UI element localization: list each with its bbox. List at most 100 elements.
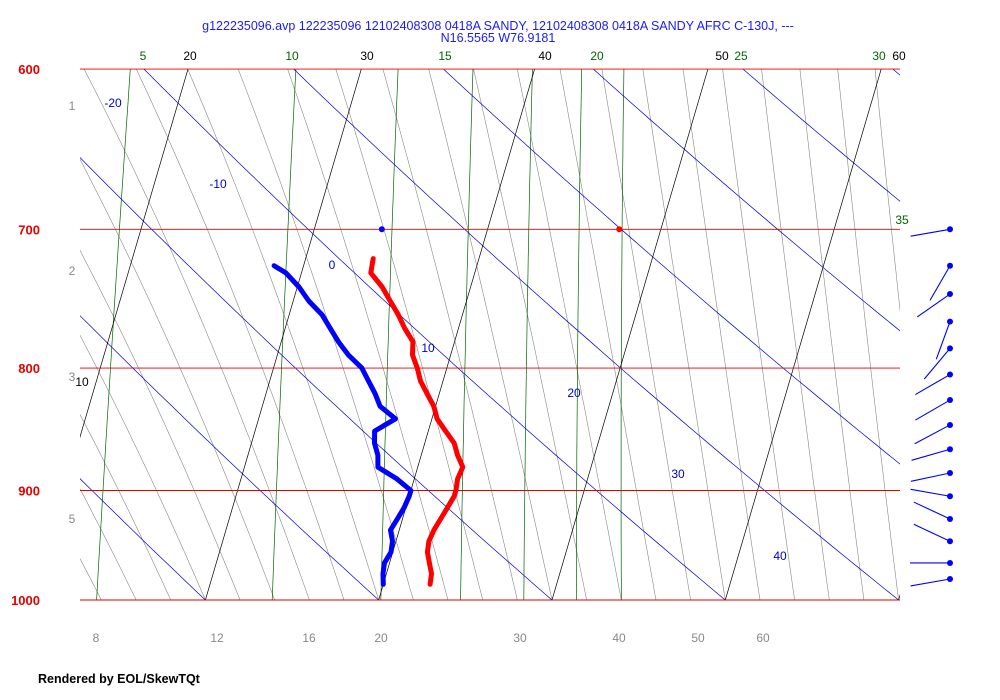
moist-adiabat-line	[80, 334, 206, 600]
pressure-tick-label: 1000	[11, 593, 40, 608]
mixing-ratio-label: 10	[285, 49, 299, 63]
wind-barb-dot	[947, 493, 953, 500]
wind-barb-staff	[913, 523, 951, 542]
mixing-ratio-label: 30	[872, 49, 886, 63]
wind-barb-dot	[947, 576, 953, 583]
moist-adiabat-line	[0, 69, 67, 600]
wind-barb-staff	[910, 228, 951, 237]
wind-barb-dot	[947, 421, 953, 428]
moist-adiabat-line	[516, 69, 622, 600]
chart-title-line1: g122235096.avp 122235096 12102408308 041…	[202, 19, 794, 33]
pressure-tick-label: 900	[18, 483, 40, 498]
dry-adiabat-line	[80, 478, 206, 600]
moist-adiabat-line	[799, 69, 865, 600]
isotherm-label: 40	[538, 49, 552, 63]
moist-adiabat-line	[0, 69, 32, 600]
moist-adiabat-line	[80, 413, 171, 600]
wind-barb-dot	[947, 515, 953, 522]
dry-adiabat-line	[742, 69, 900, 202]
wind-barb-staff	[915, 374, 951, 396]
isotherm-line	[80, 69, 189, 439]
wind-barb-staff	[916, 293, 951, 318]
dry-adiabat-label: -20	[104, 96, 122, 110]
moist-adiabat-label: 40	[612, 631, 626, 645]
pressure-tick-label: 700	[18, 222, 40, 237]
wind-barb-dot	[947, 318, 953, 325]
moist-adiabat-label: 16	[302, 631, 316, 645]
temperature-profile	[368, 256, 466, 587]
dry-adiabat-line	[80, 315, 379, 600]
wind-barb-staff	[913, 501, 951, 520]
moist-adiabat-line	[83, 69, 310, 600]
dewpoint-profile	[271, 263, 414, 587]
dry-adiabat-label: 20	[567, 386, 581, 400]
isotherm-line	[205, 69, 362, 600]
wind-barb-dot	[947, 446, 953, 453]
dry-adiabat-label: 40	[773, 549, 787, 563]
wind-barbs	[910, 226, 953, 587]
wind-barb-dot	[947, 226, 953, 233]
isotherm-label: 10	[75, 375, 89, 389]
isotherm-line	[0, 69, 15, 600]
isotherm-label: 20	[183, 49, 197, 63]
moist-adiabat-line	[80, 558, 102, 600]
isotherm-line	[378, 69, 535, 600]
dry-adiabats	[0, 69, 900, 600]
moist-adiabat-line	[237, 69, 414, 600]
pressure-tick-label: 800	[18, 361, 40, 376]
dry-adiabat-label: -10	[209, 177, 227, 191]
wind-barb-dot	[947, 291, 953, 298]
mixing-ratio-label: 25	[734, 49, 748, 63]
mixing-ratio-line	[576, 69, 583, 600]
height-label: 2	[69, 264, 76, 278]
moist-adiabat-line	[382, 69, 518, 600]
moist-adiabat-label: 20	[374, 631, 388, 645]
isobars	[80, 68, 900, 601]
temperature-marker	[616, 226, 623, 233]
moist-adiabat-line	[601, 69, 691, 600]
mixing-ratio-label: 35	[895, 213, 909, 227]
isotherm-label: 30	[360, 49, 374, 63]
mixing-ratio-line	[523, 69, 533, 600]
moist-adiabat-label: 12	[210, 631, 224, 645]
dewpoint-marker	[378, 226, 385, 233]
moist-adiabat-label: 50	[691, 631, 705, 645]
moist-adiabat-label: 8	[93, 631, 100, 645]
isotherm-label: 60	[892, 49, 906, 63]
isotherm-line	[724, 69, 882, 600]
moist-adiabat-line	[949, 69, 1000, 600]
moist-adiabat-label: 30	[513, 631, 527, 645]
mixing-ratio-label: 20	[590, 49, 604, 63]
wind-barb-dot	[947, 345, 953, 352]
dry-adiabat-label: 0	[329, 258, 336, 272]
sounding-profiles	[271, 226, 623, 587]
pressure-tick-label: 600	[18, 62, 40, 77]
moist-adiabat-line	[874, 69, 900, 313]
moist-adiabat-line	[559, 69, 657, 600]
footer-credit: Rendered by EOL/SkewTQt	[38, 672, 200, 686]
moist-adiabat-label: 60	[756, 631, 770, 645]
mixing-ratio-label: 5	[140, 49, 147, 63]
wind-barb-dot	[947, 371, 953, 378]
wind-barb-dot	[947, 397, 953, 404]
dry-adiabat-line	[0, 69, 32, 600]
moist-adiabat-line	[985, 69, 1000, 600]
wind-barb-dot	[947, 559, 953, 566]
isotherm-line	[551, 69, 709, 600]
dry-adiabat-line	[892, 69, 900, 76]
wind-barb-staff	[915, 399, 951, 421]
mixing-ratio-line	[620, 69, 625, 600]
height-label: 1	[69, 99, 76, 113]
wind-barb-staff	[929, 265, 951, 301]
dry-adiabat-label: 10	[421, 341, 435, 355]
height-label: 3	[69, 370, 76, 384]
mixing-ratio-label: 15	[438, 49, 452, 63]
dry-adiabat-line	[143, 69, 726, 600]
axis-labels: 600 700 800 900 1000 20 30 40 50 60 10 -20 -10 0 10 20 3…	[11, 49, 909, 645]
wind-barb-dot	[947, 538, 953, 545]
moist-adiabat-line	[761, 69, 830, 600]
dry-adiabat-line	[80, 157, 553, 600]
wind-barb-staff	[910, 578, 951, 587]
dry-adiabat-label: 30	[671, 467, 685, 481]
